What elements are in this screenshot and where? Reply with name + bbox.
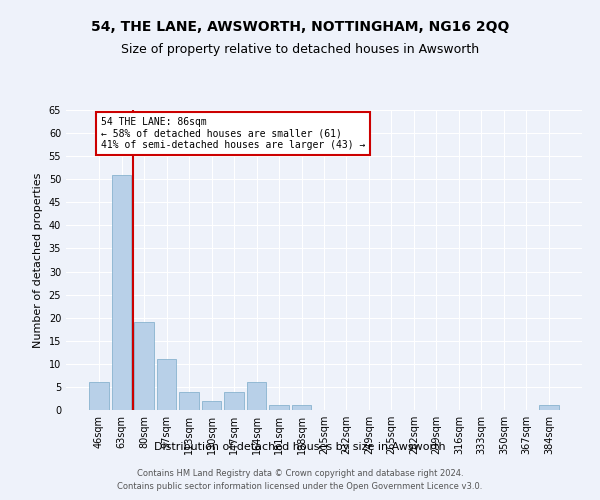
- Bar: [269, 406, 289, 410]
- Text: Distribution of detached houses by size in Awsworth: Distribution of detached houses by size …: [154, 442, 446, 452]
- Bar: [247, 382, 266, 410]
- Text: 54, THE LANE, AWSWORTH, NOTTINGHAM, NG16 2QQ: 54, THE LANE, AWSWORTH, NOTTINGHAM, NG16…: [91, 20, 509, 34]
- Bar: [539, 406, 559, 410]
- Bar: [224, 392, 244, 410]
- Text: 54 THE LANE: 86sqm
← 58% of detached houses are smaller (61)
41% of semi-detache: 54 THE LANE: 86sqm ← 58% of detached hou…: [101, 117, 365, 150]
- Y-axis label: Number of detached properties: Number of detached properties: [33, 172, 43, 348]
- Text: Contains public sector information licensed under the Open Government Licence v3: Contains public sector information licen…: [118, 482, 482, 491]
- Bar: [157, 359, 176, 410]
- Bar: [112, 174, 131, 410]
- Bar: [292, 406, 311, 410]
- Bar: [134, 322, 154, 410]
- Bar: [89, 382, 109, 410]
- Bar: [202, 401, 221, 410]
- Text: Contains HM Land Registry data © Crown copyright and database right 2024.: Contains HM Land Registry data © Crown c…: [137, 468, 463, 477]
- Text: Size of property relative to detached houses in Awsworth: Size of property relative to detached ho…: [121, 42, 479, 56]
- Bar: [179, 392, 199, 410]
